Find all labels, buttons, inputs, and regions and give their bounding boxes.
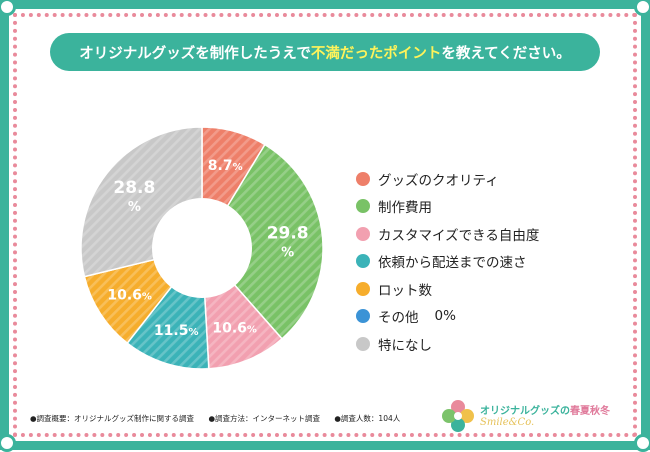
logo-name: オリジナルグッズの春夏秋冬 [480,402,610,417]
legend-swatch [356,171,370,186]
logo-season: 春夏秋冬 [570,406,610,417]
legend-item: 特になし [356,330,539,358]
slice-texture [202,144,323,339]
legend-label: 制作費用 [378,200,432,217]
title-highlight: 不満だったポイント [310,45,442,62]
legend-item: 依頼から配送までの速さ [356,248,539,276]
brand-logo: オリジナルグッズの春夏秋冬 Smile&Co. [440,398,620,434]
legend-item: グッズのクオリティ [356,165,539,193]
legend-swatch [356,309,370,324]
legend-swatch [356,226,370,241]
legend-value: 0% [434,308,456,325]
legend-label: カスタマイズできる自由度 [378,227,540,244]
legend-item: その他 0% [356,303,539,331]
legend-label: その他 [378,310,419,327]
logo-subtitle: Smile&Co. [480,417,535,428]
survey-respondents: ●調査人数：104人 [334,414,401,423]
title-text-end: を教えてください。 [441,45,571,62]
legend-label: グッズのクオリティ [378,172,499,189]
legend-swatch [356,336,370,351]
legend-swatch [356,281,370,296]
legend-item: ロット数 [356,275,539,303]
slice-data-label: 10.6% [107,288,152,304]
survey-footnote: ●調査概要：オリジナルグッズ制作に関する調査 ●調査方法：インターネット調査 ●… [30,413,412,424]
slice-data-label: 11.5% [154,323,199,339]
logo-name-text: オリジナルグッズの [480,406,570,417]
survey-summary: ●調査概要：オリジナルグッズ制作に関する調査 [30,414,195,423]
slice-data-label: 8.7% [208,158,243,174]
flower-logo-icon [442,400,474,432]
legend-swatch [356,254,370,269]
legend-item: 制作費用 [356,193,539,221]
legend-label: 特になし [378,337,432,354]
title-text: オリジナルグッズを制作したうえで [79,45,311,62]
legend-swatch [356,199,370,214]
chart-title: オリジナルグッズを制作したうえで 不満だったポイント を教えてください。 [50,33,600,71]
legend-item: カスタマイズできる自由度 [356,220,539,248]
survey-method: ●調査方法：インターネット調査 [208,414,320,423]
legend: グッズのクオリティ 制作費用 カスタマイズできる自由度 依頼から配送までの速さ … [356,165,539,358]
slice-data-label: 10.6% [212,321,257,337]
frame-corner [0,0,16,16]
donut-hole [152,198,252,298]
legend-label: 依頼から配送までの速さ [378,255,527,272]
legend-label: ロット数 [378,282,432,299]
